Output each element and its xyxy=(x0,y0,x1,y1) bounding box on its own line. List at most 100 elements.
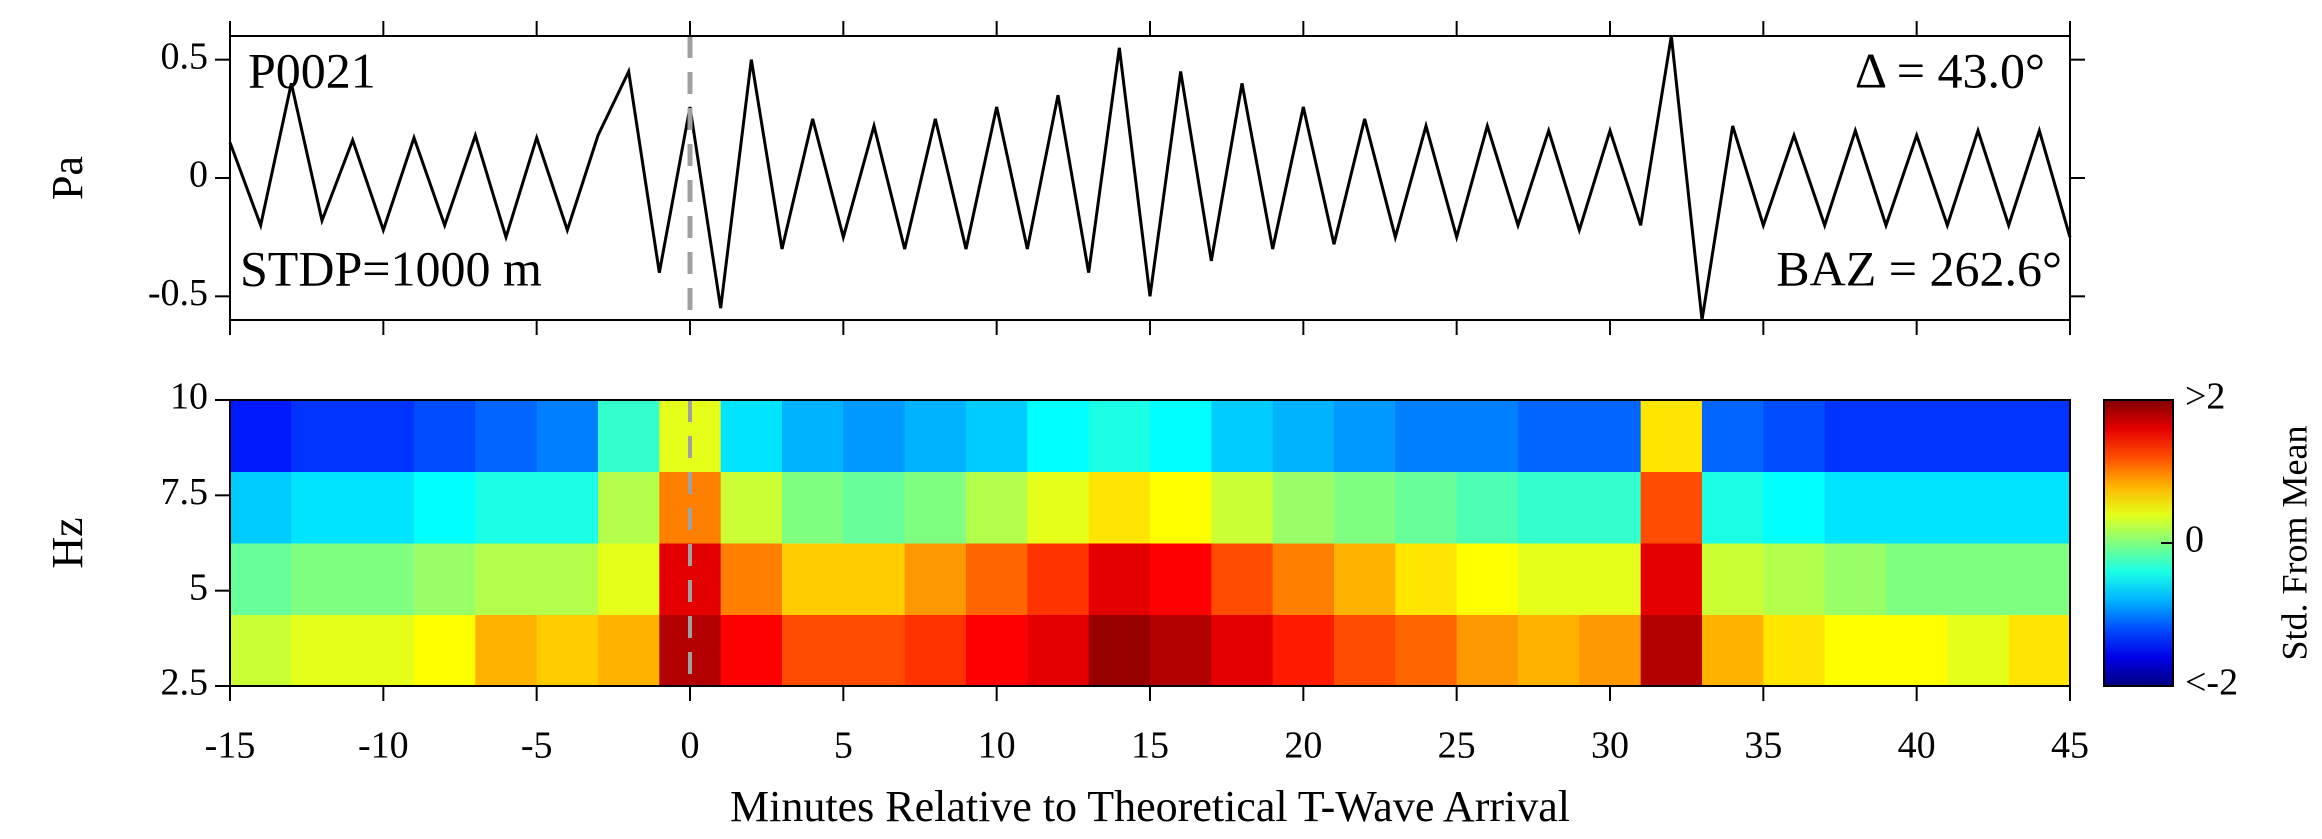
heatmap-cell xyxy=(475,543,538,615)
heatmap-cell xyxy=(536,471,599,544)
y-tick-label: 5 xyxy=(189,566,208,608)
heatmap-cell xyxy=(782,614,844,687)
colorbar-tick-label: <-2 xyxy=(2185,662,2238,704)
heatmap-cell xyxy=(2008,471,2071,544)
y-tick-label: 7.5 xyxy=(161,471,209,513)
heatmap-cell xyxy=(720,543,783,615)
heatmap-cell xyxy=(475,400,538,472)
heatmap-cell xyxy=(1211,614,1274,687)
heatmap-cell xyxy=(1334,614,1396,687)
heatmap-cell xyxy=(1824,614,1887,687)
heatmap-cell xyxy=(414,400,476,472)
heatmap-cell xyxy=(904,614,967,687)
heatmap-cell xyxy=(782,471,844,544)
heatmap-cell xyxy=(843,543,906,615)
heatmap-cell xyxy=(536,614,599,687)
heatmap-cell xyxy=(1886,614,1948,687)
heatmap-cell xyxy=(352,400,415,472)
heatmap-cell xyxy=(1947,400,2010,472)
x-tick-label: 15 xyxy=(1131,725,1169,767)
heatmap-cell xyxy=(1027,614,1090,687)
heatmap-cell xyxy=(1640,471,1703,544)
heatmap-cell xyxy=(843,614,906,687)
heatmap-cell xyxy=(782,543,844,615)
annotation: BAZ = 262.6° xyxy=(1776,240,2062,296)
heatmap-cell xyxy=(414,614,476,687)
heatmap-cell xyxy=(291,614,354,687)
heatmap-cell xyxy=(966,471,1028,544)
heatmap-cell xyxy=(1150,400,1212,472)
heatmap-cell xyxy=(1824,471,1887,544)
y-tick-label: -0.5 xyxy=(148,272,208,314)
heatmap-cell xyxy=(1272,471,1335,544)
waveform xyxy=(228,35,2072,321)
y-tick-label: 0.5 xyxy=(161,35,209,77)
heatmap-cell xyxy=(1702,614,1764,687)
colorbar-tick-label: 0 xyxy=(2185,519,2204,561)
heatmap-cell xyxy=(1395,471,1458,544)
heatmap-cell xyxy=(1456,400,1519,472)
annotation: STDP=1000 m xyxy=(240,240,542,296)
heatmap-cell xyxy=(1395,400,1458,472)
heatmap-cell xyxy=(1763,471,1826,544)
heatmap-cell xyxy=(2008,543,2071,615)
heatmap-cell xyxy=(1150,543,1212,615)
y-tick-label: 0 xyxy=(189,154,208,196)
x-tick-label: 25 xyxy=(1438,725,1476,767)
heatmap-cell xyxy=(1334,543,1396,615)
heatmap-cell xyxy=(352,543,415,615)
x-tick-label: 10 xyxy=(978,725,1016,767)
heatmap-cell xyxy=(1272,543,1335,615)
heatmap-cell xyxy=(475,614,538,687)
colorbar-label: Std. From Mean xyxy=(2274,425,2314,660)
heatmap-cell xyxy=(1395,614,1458,687)
heatmap-cell xyxy=(230,400,292,472)
heatmap-cell xyxy=(1702,400,1764,472)
heatmap-cell xyxy=(720,614,783,687)
heatmap-cell xyxy=(598,471,660,544)
heatmap-cell xyxy=(1702,543,1764,615)
heatmap-cell xyxy=(1579,471,1642,544)
x-tick-label: 20 xyxy=(1284,725,1322,767)
x-tick-label: 35 xyxy=(1744,725,1782,767)
heatmap-cell xyxy=(230,543,292,615)
x-tick-label: -10 xyxy=(358,725,409,767)
heatmap-cell xyxy=(1579,543,1642,615)
heatmap-cell xyxy=(1886,471,1948,544)
colorbar-tick-label: >2 xyxy=(2185,376,2225,418)
heatmap-cell xyxy=(598,543,660,615)
heatmap-cell xyxy=(1027,543,1090,615)
annotation: Δ = 43.0° xyxy=(1855,42,2045,98)
heatmap-cell xyxy=(1886,400,1948,472)
y-tick-label: 2.5 xyxy=(161,662,209,704)
heatmap-cell xyxy=(1947,543,2010,615)
heatmap-cell xyxy=(1334,400,1396,472)
heatmap-cell xyxy=(1211,543,1274,615)
heatmap-cell xyxy=(1763,400,1826,472)
heatmap-cell xyxy=(1947,614,2010,687)
x-tick-label: 5 xyxy=(834,725,853,767)
x-tick-label: 40 xyxy=(1898,725,1936,767)
heatmap-cell xyxy=(1211,471,1274,544)
heatmap-cell xyxy=(966,400,1028,472)
heatmap-cell xyxy=(2008,614,2071,687)
heatmap-cell xyxy=(904,543,967,615)
heatmap-cell xyxy=(1579,400,1642,472)
heatmap-cell xyxy=(1824,400,1887,472)
heatmap-cell xyxy=(1640,543,1703,615)
heatmap-cell xyxy=(291,400,354,472)
heatmap-cell xyxy=(1334,471,1396,544)
heatmap-cell xyxy=(1518,471,1580,544)
heatmap-cell xyxy=(720,471,783,544)
heatmap-cell xyxy=(2008,400,2071,472)
heatmap-cell xyxy=(598,614,660,687)
heatmap-cell xyxy=(230,614,292,687)
y-axis-label: Pa xyxy=(43,156,92,200)
annotation: P0021 xyxy=(248,42,376,98)
x-tick-label: 0 xyxy=(681,725,700,767)
heatmap-cell xyxy=(414,471,476,544)
heatmap-cell xyxy=(414,543,476,615)
heatmap-cell xyxy=(1027,471,1090,544)
